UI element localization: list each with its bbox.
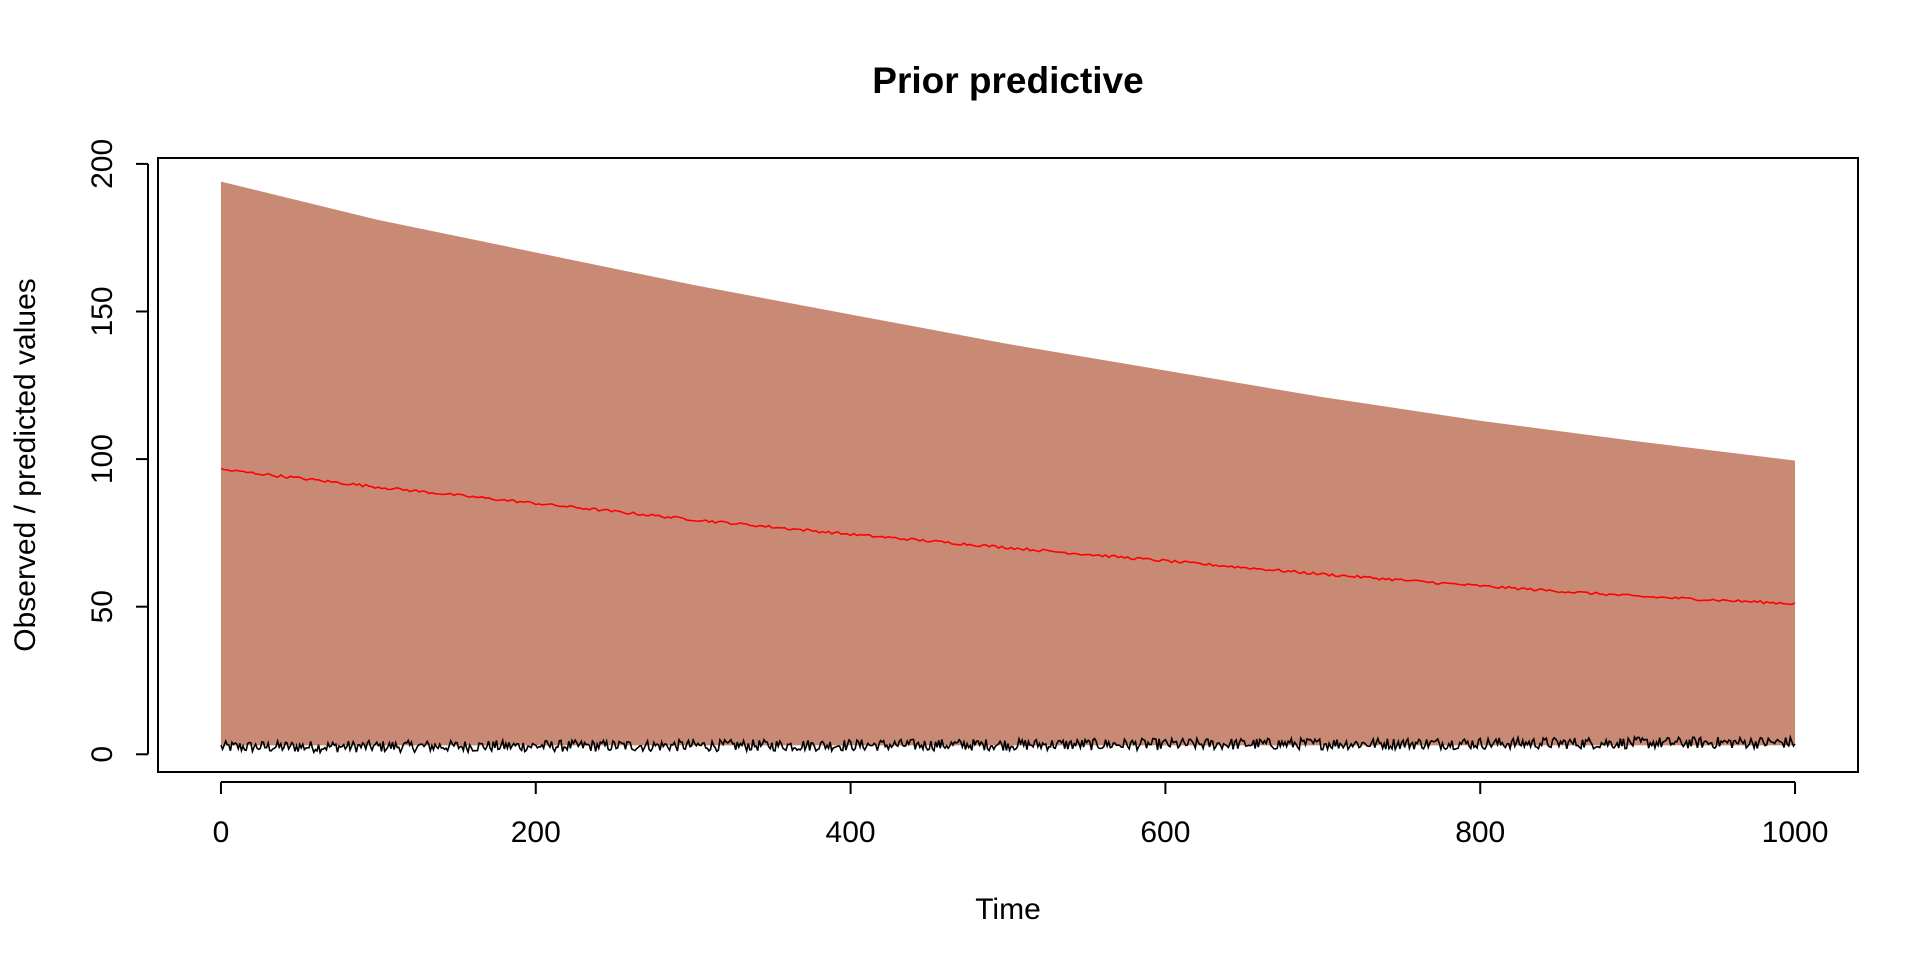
- x-tick-label: 200: [511, 816, 561, 849]
- x-tick-label: 400: [826, 816, 876, 849]
- x-axis: 0 200 400 600 800 1000: [213, 781, 1829, 849]
- y-axis: 0 50 100 150 200: [86, 139, 149, 763]
- observed-series: [220, 734, 1796, 755]
- mean-prediction-line: [220, 467, 1796, 606]
- x-tick-label: 800: [1455, 816, 1505, 849]
- y-tick-label: 150: [86, 286, 119, 336]
- x-tick-label: 600: [1140, 816, 1190, 849]
- y-tick-label: 100: [86, 434, 119, 484]
- x-tick-label: 1000: [1762, 816, 1829, 849]
- y-tick-label: 0: [86, 746, 119, 763]
- prediction-band: [220, 181, 1796, 746]
- plot-layer: [220, 181, 1796, 755]
- plot-frame: [157, 157, 1859, 773]
- y-tick-label: 50: [86, 590, 119, 623]
- y-tick-label: 200: [86, 139, 119, 189]
- chart-title: Prior predictive: [872, 60, 1143, 101]
- y-axis-label: Observed / predicted values: [9, 278, 42, 652]
- x-tick-label: 0: [213, 816, 230, 849]
- x-axis-label: Time: [975, 893, 1041, 926]
